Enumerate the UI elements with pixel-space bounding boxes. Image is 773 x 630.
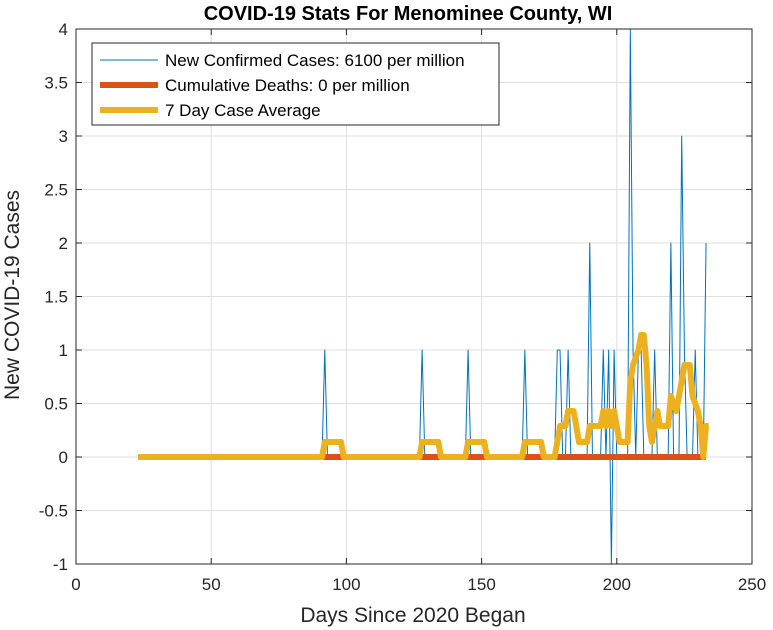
y-tick-label: -1: [53, 555, 68, 574]
y-tick-label: 2.5: [44, 181, 68, 200]
ticks: 0 50 100 150 200 250 -1 -0.5 0 0.5 1 1.5 2 2.5 3 3.5 4: [39, 20, 766, 594]
y-tick-label: 0.5: [44, 395, 68, 414]
y-tick-label: 1: [59, 341, 68, 360]
y-tick-label: -0.5: [39, 502, 68, 521]
legend: New Confirmed Cases: 6100 per million Cum…: [91, 42, 500, 126]
chart-title: COVID-19 Stats For Menominee County, WI: [204, 3, 613, 25]
y-tick-label: 3.5: [44, 74, 68, 93]
x-tick-label: 250: [738, 575, 766, 594]
x-tick-label: 200: [603, 575, 631, 594]
x-tick-label: 0: [71, 575, 80, 594]
series-line-7-day-case-average: [138, 332, 710, 460]
y-axis-title: New COVID-19 Cases: [1, 190, 24, 400]
x-axis-title: Days Since 2020 Began: [300, 604, 525, 627]
x-tick-label: 100: [332, 575, 360, 594]
y-tick-label: 1.5: [44, 288, 68, 307]
x-tick-label: 50: [202, 575, 221, 594]
y-tick-label: 0: [59, 448, 68, 467]
legend-label-new-confirmed-cases: New Confirmed Cases: 6100 per million: [165, 51, 465, 70]
series-layer: [138, 28, 710, 565]
y-tick-label: 3: [59, 127, 68, 146]
legend-label-7-day-case-average: 7 Day Case Average: [165, 101, 321, 120]
legend-box: [91, 42, 500, 126]
legend-label-cumulative-deaths: Cumulative Deaths: 0 per million: [165, 76, 410, 95]
y-tick-label: 2: [59, 234, 68, 253]
y-tick-label: 4: [59, 20, 68, 39]
x-tick-label: 150: [467, 575, 495, 594]
